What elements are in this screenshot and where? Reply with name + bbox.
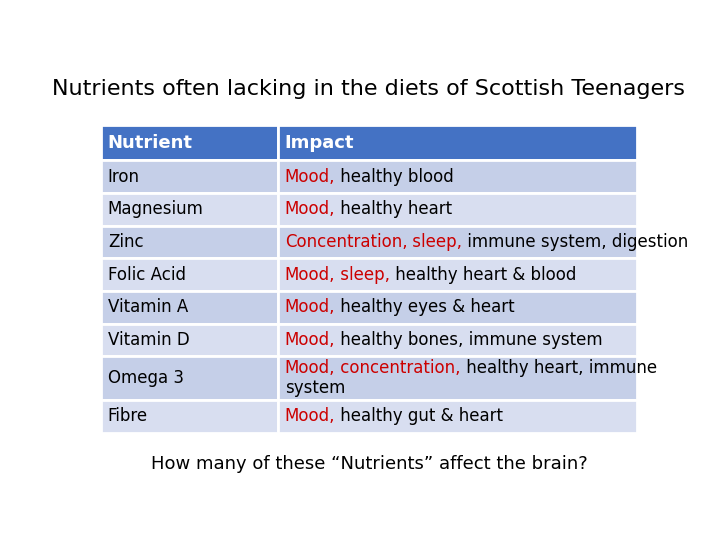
Text: Magnesium: Magnesium xyxy=(108,200,204,218)
Bar xyxy=(278,226,636,258)
Bar xyxy=(278,125,636,160)
Bar xyxy=(101,291,278,323)
Bar xyxy=(101,226,278,258)
Text: healthy bones, immune system: healthy bones, immune system xyxy=(335,331,603,349)
Text: Vitamin D: Vitamin D xyxy=(108,331,189,349)
Text: healthy gut & heart: healthy gut & heart xyxy=(335,408,503,426)
Bar xyxy=(278,323,636,356)
Text: Omega 3: Omega 3 xyxy=(108,369,184,387)
Text: sleep,: sleep, xyxy=(408,233,462,251)
Text: Mood,: Mood, xyxy=(284,360,335,377)
Text: Nutrients often lacking in the diets of Scottish Teenagers: Nutrients often lacking in the diets of … xyxy=(53,79,685,99)
Text: Vitamin A: Vitamin A xyxy=(108,298,188,316)
Text: healthy eyes & heart: healthy eyes & heart xyxy=(335,298,515,316)
Bar xyxy=(278,193,636,226)
Bar xyxy=(278,291,636,323)
Bar xyxy=(101,160,278,193)
Bar xyxy=(101,356,278,400)
Text: Mood,: Mood, xyxy=(284,266,335,284)
Text: healthy blood: healthy blood xyxy=(335,168,454,186)
Text: healthy heart, immune: healthy heart, immune xyxy=(461,360,657,377)
Text: Mood,: Mood, xyxy=(284,200,335,218)
Text: immune system, digestion: immune system, digestion xyxy=(462,233,688,251)
Text: Mood,: Mood, xyxy=(284,298,335,316)
Text: system: system xyxy=(284,379,345,397)
Bar xyxy=(101,193,278,226)
Text: sleep,: sleep, xyxy=(335,266,390,284)
Bar xyxy=(278,160,636,193)
Text: How many of these “Nutrients” affect the brain?: How many of these “Nutrients” affect the… xyxy=(150,455,588,473)
Text: Impact: Impact xyxy=(284,134,354,152)
Text: healthy heart & blood: healthy heart & blood xyxy=(390,266,577,284)
Bar xyxy=(101,400,278,433)
Bar xyxy=(278,258,636,291)
Bar xyxy=(278,400,636,433)
Text: Mood,: Mood, xyxy=(284,168,335,186)
Text: Zinc: Zinc xyxy=(108,233,143,251)
Text: concentration,: concentration, xyxy=(335,360,461,377)
Text: Mood,: Mood, xyxy=(284,408,335,426)
Text: Iron: Iron xyxy=(108,168,140,186)
Text: Folic Acid: Folic Acid xyxy=(108,266,186,284)
Text: healthy heart: healthy heart xyxy=(335,200,452,218)
Text: Concentration,: Concentration, xyxy=(284,233,408,251)
Text: Mood,: Mood, xyxy=(284,331,335,349)
Bar xyxy=(101,258,278,291)
Bar xyxy=(278,356,636,400)
Text: Fibre: Fibre xyxy=(108,408,148,426)
Text: Nutrient: Nutrient xyxy=(108,134,193,152)
Bar xyxy=(101,323,278,356)
Bar xyxy=(101,125,278,160)
